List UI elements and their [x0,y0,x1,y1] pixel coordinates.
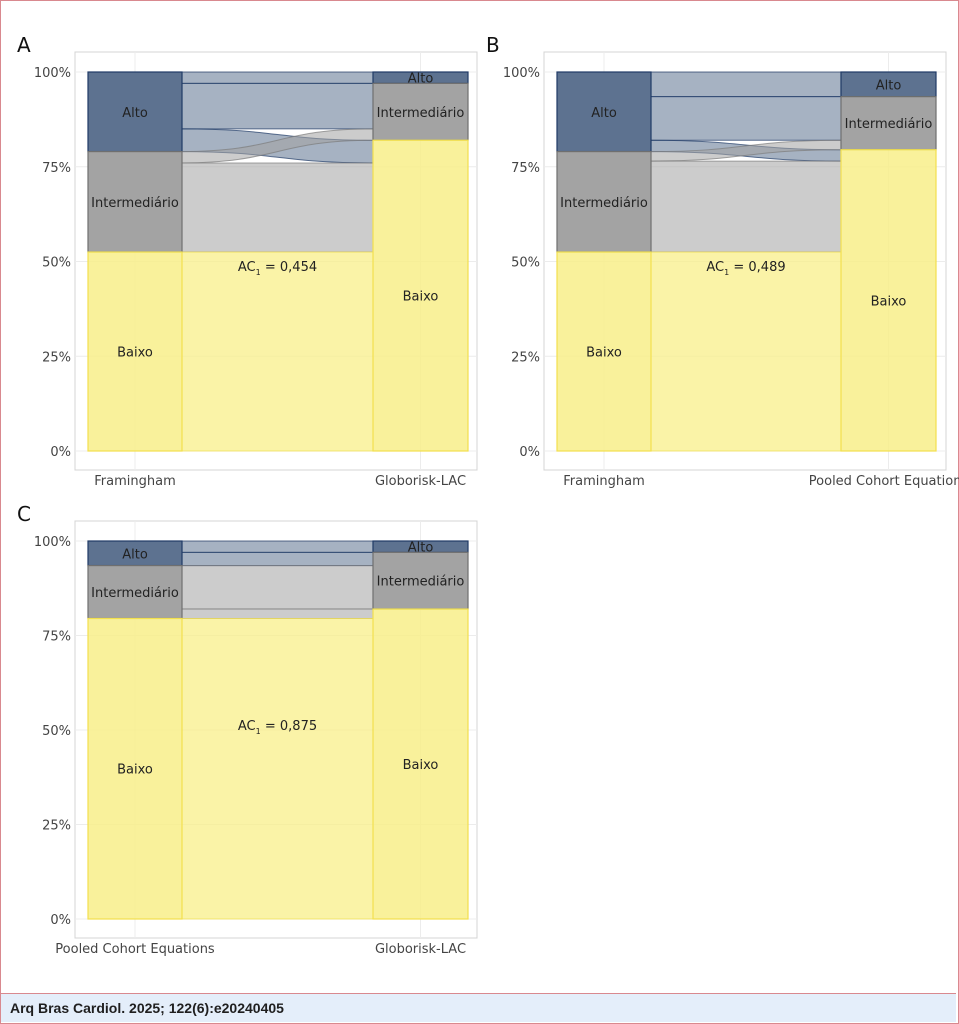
flows [650,71,842,452]
x-axis-label: Pooled Cohort Equations [809,474,959,489]
stratum-intermediario [556,150,652,253]
y-tick-label: 75% [42,630,71,645]
flow-alto-to-alto [650,71,842,98]
flow-baixo-to-baixo [181,617,374,920]
flow-intermediario-to-baixo [181,162,374,253]
panel-c: C 0% 25% 50% 75% 100% Pooled Cohort Equations G… [17,502,478,957]
y-tick-label: 50% [511,256,540,271]
y-tick-label: 50% [42,724,71,739]
flow-baixo-to-baixo [181,251,374,452]
stratum-label: Intermediário [377,106,465,121]
stratum-intermediario [372,551,469,610]
stratum-label: Alto [122,106,148,121]
flow-alto-to-intermediario [650,96,842,141]
agreement-annotation: AC1 = 0,875 [238,719,317,736]
x-axis-label: Pooled Cohort Equations [55,942,215,957]
flow-baixo-to-baixo [650,251,842,452]
y-tick-label: 0% [50,445,71,460]
stratum-intermediario [87,150,183,253]
stratum-label: Alto [591,106,617,121]
stratum-label: Baixo [586,346,622,361]
agreement-annotation: AC1 = 0,489 [706,260,785,277]
strata-axis-1: Alto Intermediário Baixo [556,71,652,452]
stratum-label: Baixo [117,346,153,361]
stratum-baixo [87,251,183,452]
stratum-intermediario [840,96,937,151]
panel-letter: B [486,33,500,57]
strata-axis-1: Alto Intermediário Baixo [87,540,183,920]
y-tick-label: 75% [42,161,71,176]
flow-intermediario-to-baixo [181,608,374,619]
stratum-alto [87,71,183,153]
stratum-label: Baixo [117,763,153,778]
stratum-label: Baixo [403,290,439,305]
stratum-label: Intermediário [845,117,933,132]
strata-axis-1: Alto Intermediário Baixo [87,71,183,452]
flow-intermediario-to-intermediario [181,565,374,610]
flow-intermediario-to-baixo [650,160,842,253]
stratum-label: Alto [122,547,148,562]
flow-alto-to-alto [181,71,374,84]
flows [181,71,374,452]
stratum-label: Intermediário [91,196,179,211]
flow-alto-to-alto [181,540,374,553]
y-tick-label: 50% [42,256,71,271]
x-axis-label: Globorisk-LAC [375,942,466,957]
y-tick-label: 0% [519,445,540,460]
stratum-label: Intermediário [91,586,179,601]
stratum-alto [87,540,183,567]
flow-alto-to-intermediario [181,82,374,130]
y-tick-label: 100% [34,66,71,81]
alluvial-figure: A 0% 25% 50% 75% 100% Framingham Globorisk-LAC A… [17,33,959,957]
stratum-baixo [372,608,469,920]
stratum-label: Baixo [403,758,439,773]
y-tick-label: 25% [42,350,71,365]
agreement-annotation: AC1 = 0,454 [238,260,317,277]
stratum-baixo [840,149,937,452]
y-tick-label: 100% [503,66,540,81]
y-tick-label: 25% [42,819,71,834]
x-axis-label: Framingham [563,474,644,489]
citation-bar: Arq Bras Cardiol. 2025; 122(6):e20240405 [1,993,956,1022]
stratum-label: Intermediário [377,575,465,590]
y-tick-label: 0% [50,913,71,928]
stratum-baixo [556,251,652,452]
panel-b: B 0% 25% 50% 75% 100% Framingham Pooled Cohort … [486,33,959,489]
panel-letter: C [17,502,31,526]
stratum-label: Intermediário [560,196,648,211]
y-tick-label: 100% [34,535,71,550]
stratum-label: Baixo [871,294,907,309]
flow-alto-to-intermediario [181,551,374,567]
y-tick-label: 25% [511,350,540,365]
panel-a: A 0% 25% 50% 75% 100% Framingham Globorisk-LAC A… [17,33,478,489]
x-axis-label: Globorisk-LAC [375,474,466,489]
strata-axis-2: Alto Intermediário Baixo [840,71,937,452]
stratum-intermediario [372,82,469,141]
stratum-baixo [372,139,469,452]
y-tick-label: 75% [511,161,540,176]
stratum-alto [556,71,652,153]
stratum-baixo [87,617,183,920]
panel-letter: A [17,33,31,57]
citation-text: Arq Bras Cardiol. 2025; 122(6):e20240405 [10,1000,284,1016]
x-axis-label: Framingham [94,474,175,489]
stratum-label: Alto [876,78,902,93]
